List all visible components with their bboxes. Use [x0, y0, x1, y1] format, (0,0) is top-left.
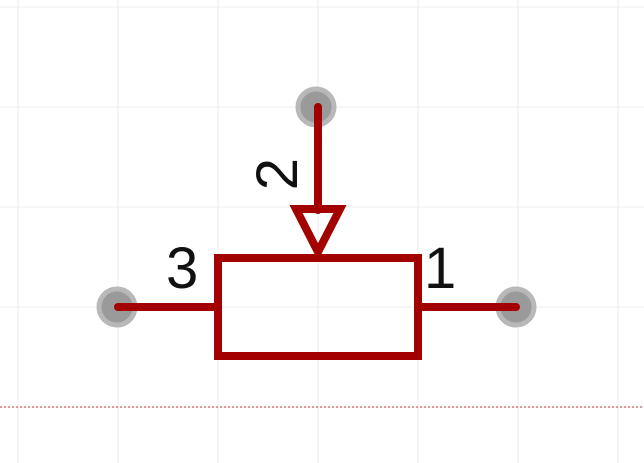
- wiper-arrow: [289, 205, 347, 261]
- pin-2-label: 2: [245, 158, 310, 190]
- pin-3-label: 3: [166, 236, 198, 301]
- pin-1-label: 1: [424, 236, 456, 301]
